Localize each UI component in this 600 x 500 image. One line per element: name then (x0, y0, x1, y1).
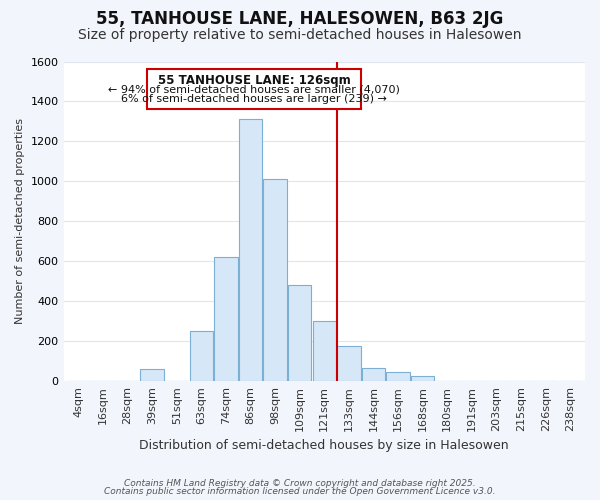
Bar (288, 286, 311, 382)
Bar (263, 180, 287, 382)
Bar (313, 322, 336, 382)
Y-axis label: Number of semi-detached properties: Number of semi-detached properties (15, 118, 25, 324)
Bar (140, 370, 164, 382)
Text: 55, TANHOUSE LANE, HALESOWEN, B63 2JG: 55, TANHOUSE LANE, HALESOWEN, B63 2JG (97, 10, 503, 28)
Bar (239, 120, 262, 382)
Bar (411, 376, 434, 382)
Bar (337, 346, 361, 382)
Bar (386, 372, 410, 382)
Text: Contains HM Land Registry data © Crown copyright and database right 2025.: Contains HM Land Registry data © Crown c… (124, 478, 476, 488)
Text: Size of property relative to semi-detached houses in Halesowen: Size of property relative to semi-detach… (78, 28, 522, 42)
Text: 55 TANHOUSE LANE: 126sqm: 55 TANHOUSE LANE: 126sqm (158, 74, 350, 87)
X-axis label: Distribution of semi-detached houses by size in Halesowen: Distribution of semi-detached houses by … (139, 440, 509, 452)
Text: 6% of semi-detached houses are larger (239) →: 6% of semi-detached houses are larger (2… (121, 94, 387, 104)
Bar (190, 332, 213, 382)
Text: ← 94% of semi-detached houses are smaller (4,070): ← 94% of semi-detached houses are smalle… (108, 84, 400, 94)
Text: Contains public sector information licensed under the Open Government Licence v3: Contains public sector information licen… (104, 487, 496, 496)
Bar (362, 368, 385, 382)
FancyBboxPatch shape (147, 70, 361, 110)
Bar (214, 258, 238, 382)
